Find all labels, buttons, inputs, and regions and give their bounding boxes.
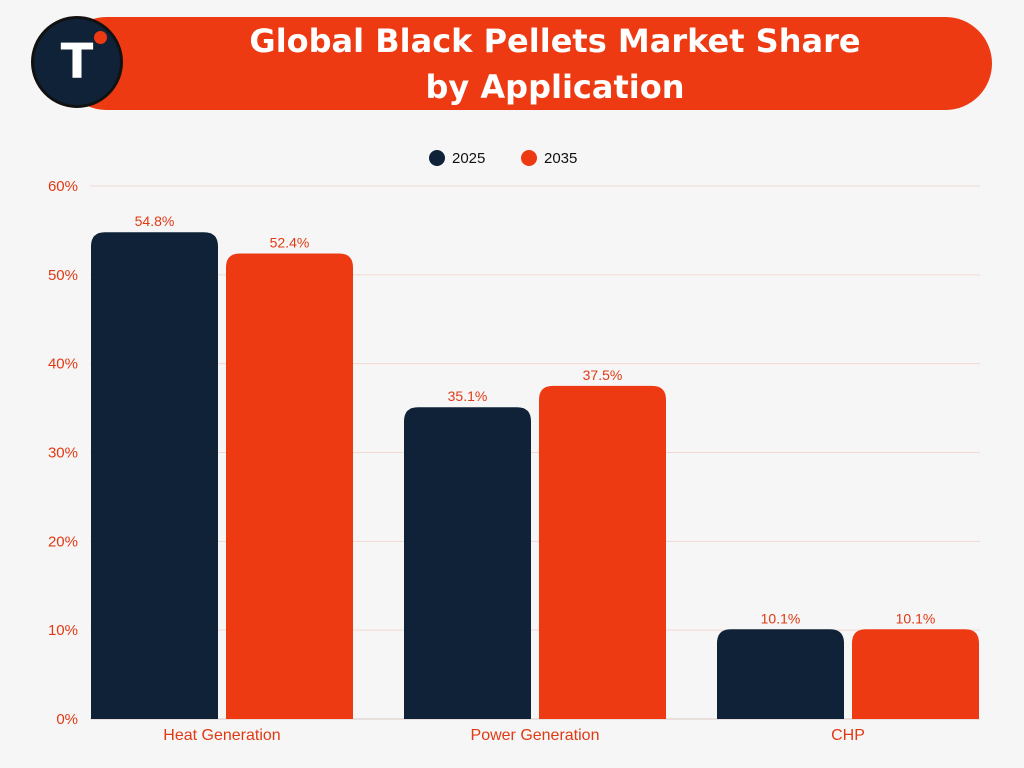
chart-title-line-1: Global Black Pellets Market Share <box>249 21 861 60</box>
bar-2025-chp <box>717 629 844 719</box>
logo-letter: T <box>60 34 94 90</box>
y-tick-label: 10% <box>48 622 78 639</box>
bar-2035-heat-generation <box>226 253 353 719</box>
y-tick-label: 20% <box>48 533 78 550</box>
legend-swatch-2035 <box>521 150 537 166</box>
data-label: 35.1% <box>448 388 488 404</box>
x-axis-categories: Heat Generation Power Generation CHP <box>163 727 865 744</box>
y-tick-label: 40% <box>48 356 78 373</box>
data-labels: 54.8% 52.4% 35.1% 37.5% 10.1% 10.1% <box>135 213 936 626</box>
chart-title-line-2: by Application <box>425 67 685 106</box>
data-label: 10.1% <box>896 610 936 626</box>
data-label: 37.5% <box>583 367 623 383</box>
x-category-label: Power Generation <box>471 727 600 744</box>
y-tick-label: 0% <box>56 711 78 728</box>
bar-2025-heat-generation <box>91 232 218 719</box>
bar-2035-power-generation <box>539 385 666 719</box>
legend-swatch-2025 <box>429 150 445 166</box>
legend-label-2035: 2035 <box>544 150 577 167</box>
logo-dot-icon <box>94 31 107 44</box>
data-label: 54.8% <box>135 213 175 229</box>
chart-title: Global Black Pellets Market Share by App… <box>160 17 950 110</box>
y-tick-label: 60% <box>48 178 78 195</box>
x-category-label: Heat Generation <box>163 727 280 744</box>
bar-2035-chp <box>852 629 979 719</box>
legend-label-2025: 2025 <box>452 150 485 167</box>
y-tick-label: 30% <box>48 445 78 462</box>
bar-2025-power-generation <box>404 407 531 719</box>
brand-logo: T <box>31 16 123 108</box>
title-banner <box>60 17 992 110</box>
legend: 2025 2035 <box>429 150 577 167</box>
grid-lines <box>90 185 980 720</box>
bars <box>91 232 979 719</box>
data-label: 52.4% <box>270 235 310 251</box>
x-category-label: CHP <box>831 727 865 744</box>
y-axis-ticks: 0% 10% 20% 30% 40% 50% 60% <box>48 178 78 728</box>
data-label: 10.1% <box>761 610 801 626</box>
y-tick-label: 50% <box>48 267 78 284</box>
